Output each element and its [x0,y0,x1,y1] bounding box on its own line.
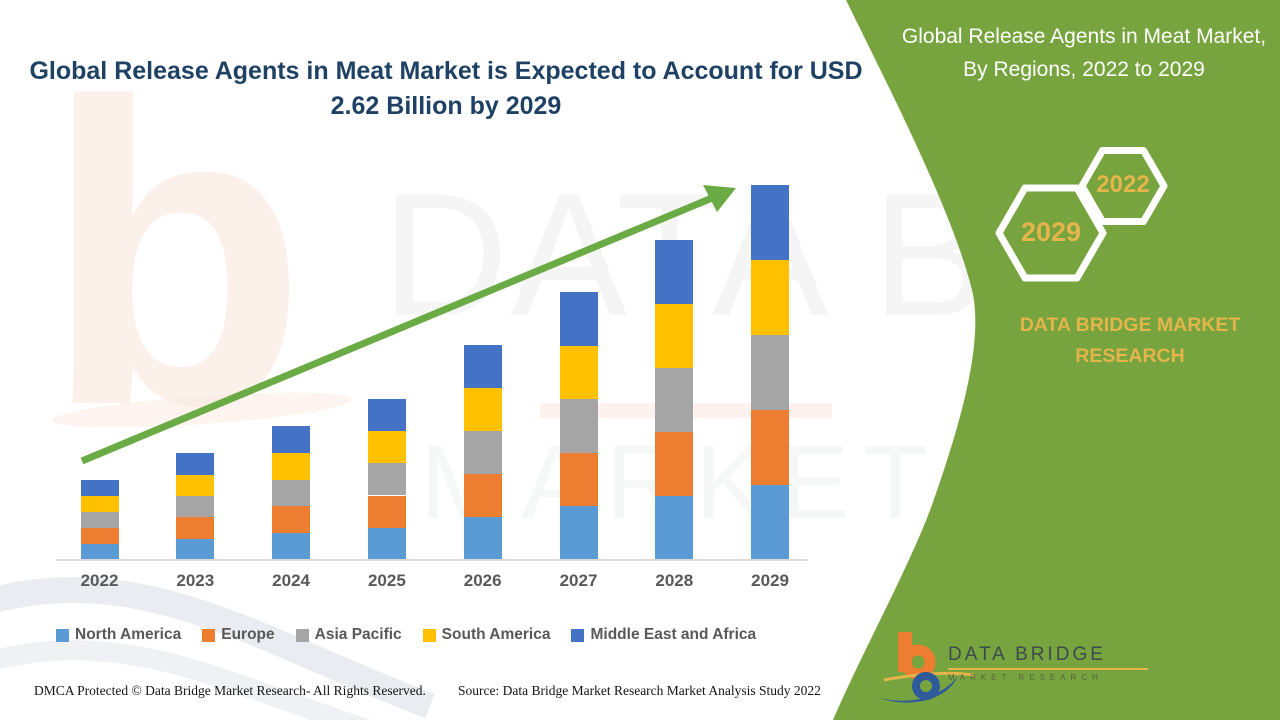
bar-segment [655,304,694,368]
legend: North America Europe Asia Pacific South Ame… [56,626,756,644]
bar-segment [463,431,502,475]
bar-segment [367,398,406,432]
bar-segment [367,431,406,464]
legend-swatch [202,628,216,642]
bar-segment [80,495,119,512]
bar-segment [559,452,598,507]
hexagon-year-2022: 2022 [1096,171,1150,198]
x-axis-label: 2027 [559,571,598,590]
bar-segment [559,506,598,560]
bar-segment [367,527,406,560]
bar-segment [559,345,598,400]
bar-segment [272,506,311,534]
bar-segment [176,496,215,518]
legend-label: Europe [221,626,275,643]
bar-segment [751,259,790,335]
x-axis-line [56,559,808,561]
legend-swatch [295,628,309,642]
bar-segment [367,495,406,528]
legend-item: Middle East and Africa [571,626,756,644]
legend-item: South America [422,626,551,644]
logo-text-block: DATA BRIDGE MARKET RESEARCH [948,644,1148,682]
footer-dmca-text: DMCA Protected © Data Bridge Market Rese… [34,683,426,698]
bar-segment [463,345,502,389]
legend-swatch [571,628,585,642]
bar-segment [176,538,215,560]
logo-title: DATA BRIDGE [948,644,1148,670]
x-axis-label: 2022 [80,571,119,590]
bar-segment [655,432,694,496]
legend-swatch [56,628,69,642]
legend-label: South America [441,626,551,643]
bar-segment [655,368,694,432]
x-axis-label: 2024 [272,571,310,590]
legend-item: Europe [202,626,275,644]
page-title: Global Release Agents in Meat Market is … [29,57,863,120]
legend-label: Middle East and Africa [590,626,757,643]
logo-subtitle: MARKET RESEARCH [948,673,1103,682]
bar-segment [463,474,502,518]
bar-segment [751,409,790,485]
bar-segment [80,479,119,496]
bar-segment [367,463,406,496]
bar-segment [655,496,694,560]
legend-item: Asia Pacific [295,626,402,644]
legend-label: Asia Pacific [314,626,402,643]
x-axis-label: 2026 [463,571,502,590]
bar-segment [751,334,790,410]
x-axis-label: 2023 [176,571,215,590]
bar-segment [655,239,694,304]
x-axis-label: 2029 [751,571,789,590]
legend-item: North America [56,626,181,644]
bar-segment [559,292,598,346]
bar-segment [751,485,790,560]
legend-label: North America [75,626,182,643]
plot-area: 2022 2023 2024 2025 2026 2027 2028 2029 [80,184,790,590]
x-axis-label: 2025 [367,571,406,590]
bar-segment [272,479,311,507]
bar-segment [80,544,119,560]
dbmr-logo [880,632,975,703]
panel-title: Global Release Agents in Meat Market, By… [901,25,1267,81]
bar-segment [751,184,790,260]
bar-segment [272,452,311,480]
hexagon-year-2029: 2029 [1020,217,1082,247]
logo-b-icon [880,632,975,703]
bar-segment [463,517,502,560]
bar-segment [272,533,311,560]
bar-segment [80,527,119,544]
footer-source-text: Source: Data Bridge Market Research Mark… [458,683,821,698]
bar-segment [463,388,502,432]
bar-segment [176,474,215,496]
x-axis-label: 2028 [655,571,694,590]
bar-segment [176,517,215,539]
bar-segment [80,511,119,528]
legend-swatch [422,628,436,642]
brand-text: DATA BRIDGE MARKET RESEARCH [1019,314,1241,367]
bar-segment [559,399,598,453]
bar-segment [176,453,215,475]
bar-segment [272,426,311,453]
